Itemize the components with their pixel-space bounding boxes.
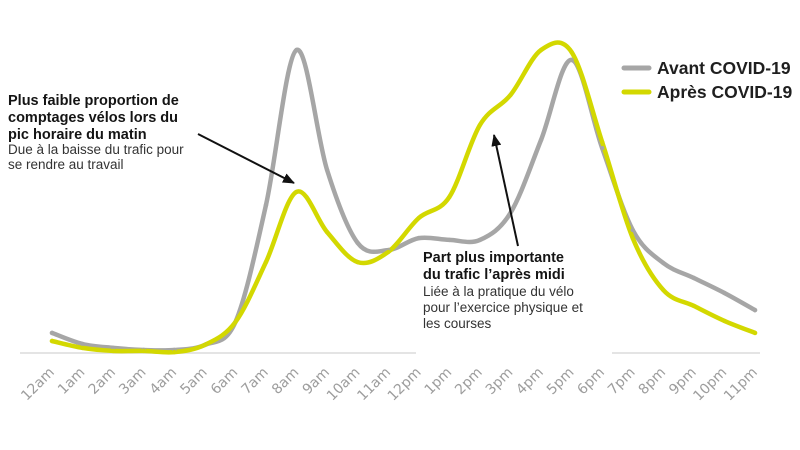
x-tick-label: 4am: [147, 365, 180, 398]
annotation-text-line: Liée à la pratique du vélo: [423, 284, 574, 299]
x-tick-label: 5pm: [544, 365, 578, 399]
data-point: [386, 249, 391, 255]
data-point: [569, 57, 574, 63]
data-point: [355, 259, 360, 265]
x-tick-label: 8pm: [636, 365, 670, 399]
x-tick-label: 1am: [55, 365, 88, 398]
x-tick-label: 2am: [86, 365, 119, 398]
annotation-arrow-afternoon: [491, 134, 519, 247]
annotation-title-line: Part plus importante: [423, 250, 564, 266]
data-point: [752, 330, 758, 336]
data-point: [722, 318, 727, 324]
annotation-afternoon-traffic: Part plus importante du trafic l’après m…: [423, 250, 583, 331]
series-layer: [49, 40, 758, 355]
data-point: [80, 341, 85, 347]
apres-covid-line: [49, 40, 758, 355]
legend-item-avant: Avant COVID-19: [621, 58, 791, 78]
data-point: [172, 349, 177, 355]
annotation-arrow-morning: [197, 133, 295, 184]
data-point: [263, 202, 269, 208]
x-tick-label: 8am: [269, 365, 302, 398]
data-point: [324, 229, 330, 235]
data-point: [477, 122, 483, 128]
data-point: [447, 194, 452, 200]
data-point: [538, 137, 544, 143]
legend-item-apres: Après COVID-19: [621, 82, 792, 102]
x-tick-label: 4pm: [513, 365, 547, 399]
data-point: [477, 237, 483, 243]
data-point: [599, 145, 605, 151]
annotation-title-line: comptages vélos lors du: [8, 110, 178, 126]
x-tick-label: 7pm: [605, 365, 639, 399]
x-tick-label: 5am: [177, 365, 210, 398]
data-point: [630, 235, 635, 241]
x-tick-label: 12pm: [385, 365, 425, 405]
x-tick-label: 11pm: [721, 365, 761, 405]
legend: Avant COVID-19 Après COVID-19: [621, 58, 792, 102]
x-tick-label: 12am: [18, 365, 58, 405]
data-point: [110, 348, 116, 354]
data-point: [661, 260, 666, 266]
data-point: [49, 330, 55, 336]
annotation-text-line: pour l’exercice physique et: [423, 300, 583, 315]
x-tick-label: 6pm: [574, 365, 608, 399]
data-point: [599, 139, 605, 145]
data-point: [141, 348, 146, 354]
x-tick-label: 11am: [354, 365, 394, 405]
x-tick-label: 2pm: [452, 365, 486, 399]
data-point: [447, 237, 452, 243]
x-tick-label: 1pm: [422, 365, 456, 399]
data-point: [416, 235, 421, 241]
legend-label: Après COVID-19: [657, 82, 792, 102]
data-point: [80, 345, 85, 351]
x-tick-label: 3am: [116, 365, 149, 398]
data-point: [691, 275, 697, 281]
x-tick-label: 10am: [324, 365, 364, 405]
data-point: [722, 290, 727, 296]
data-point: [49, 338, 55, 344]
x-tick-label: 7am: [238, 365, 271, 398]
data-point: [294, 47, 299, 53]
data-point: [416, 215, 421, 221]
data-point: [691, 303, 697, 309]
annotation-text-line: se rendre au travail: [8, 157, 124, 172]
data-point: [294, 189, 299, 195]
annotation-text-line: Due à la baisse du trafic pour: [8, 142, 184, 157]
data-point: [355, 240, 360, 246]
data-point: [508, 92, 513, 98]
data-point: [538, 47, 544, 53]
apres-covid-points: [49, 47, 758, 355]
data-point: [324, 167, 330, 173]
data-point: [569, 49, 574, 55]
data-point: [263, 259, 269, 265]
legend-label: Avant COVID-19: [657, 58, 791, 78]
data-point: [752, 307, 758, 313]
x-tick-label: 10pm: [690, 365, 730, 405]
x-tick-label: 6am: [208, 365, 241, 398]
x-tick-labels: 12am1am2am3am4am5am6am7am8am9am10am11am1…: [18, 365, 761, 405]
annotation-title-line: du trafic l’après midi: [423, 267, 565, 283]
annotation-title-line: pic horaire du matin: [8, 127, 147, 143]
annotation-text-line: les courses: [423, 316, 492, 331]
annotation-backdrop: [416, 249, 612, 357]
data-point: [630, 227, 635, 233]
data-point: [202, 342, 208, 348]
annotation-title-line: Plus faible proportion de: [8, 93, 179, 109]
data-point: [233, 319, 238, 325]
data-point: [661, 287, 666, 293]
annotation-morning-peak: Plus faible proportion de comptages vélo…: [8, 93, 184, 172]
x-tick-label: 3pm: [483, 365, 517, 399]
